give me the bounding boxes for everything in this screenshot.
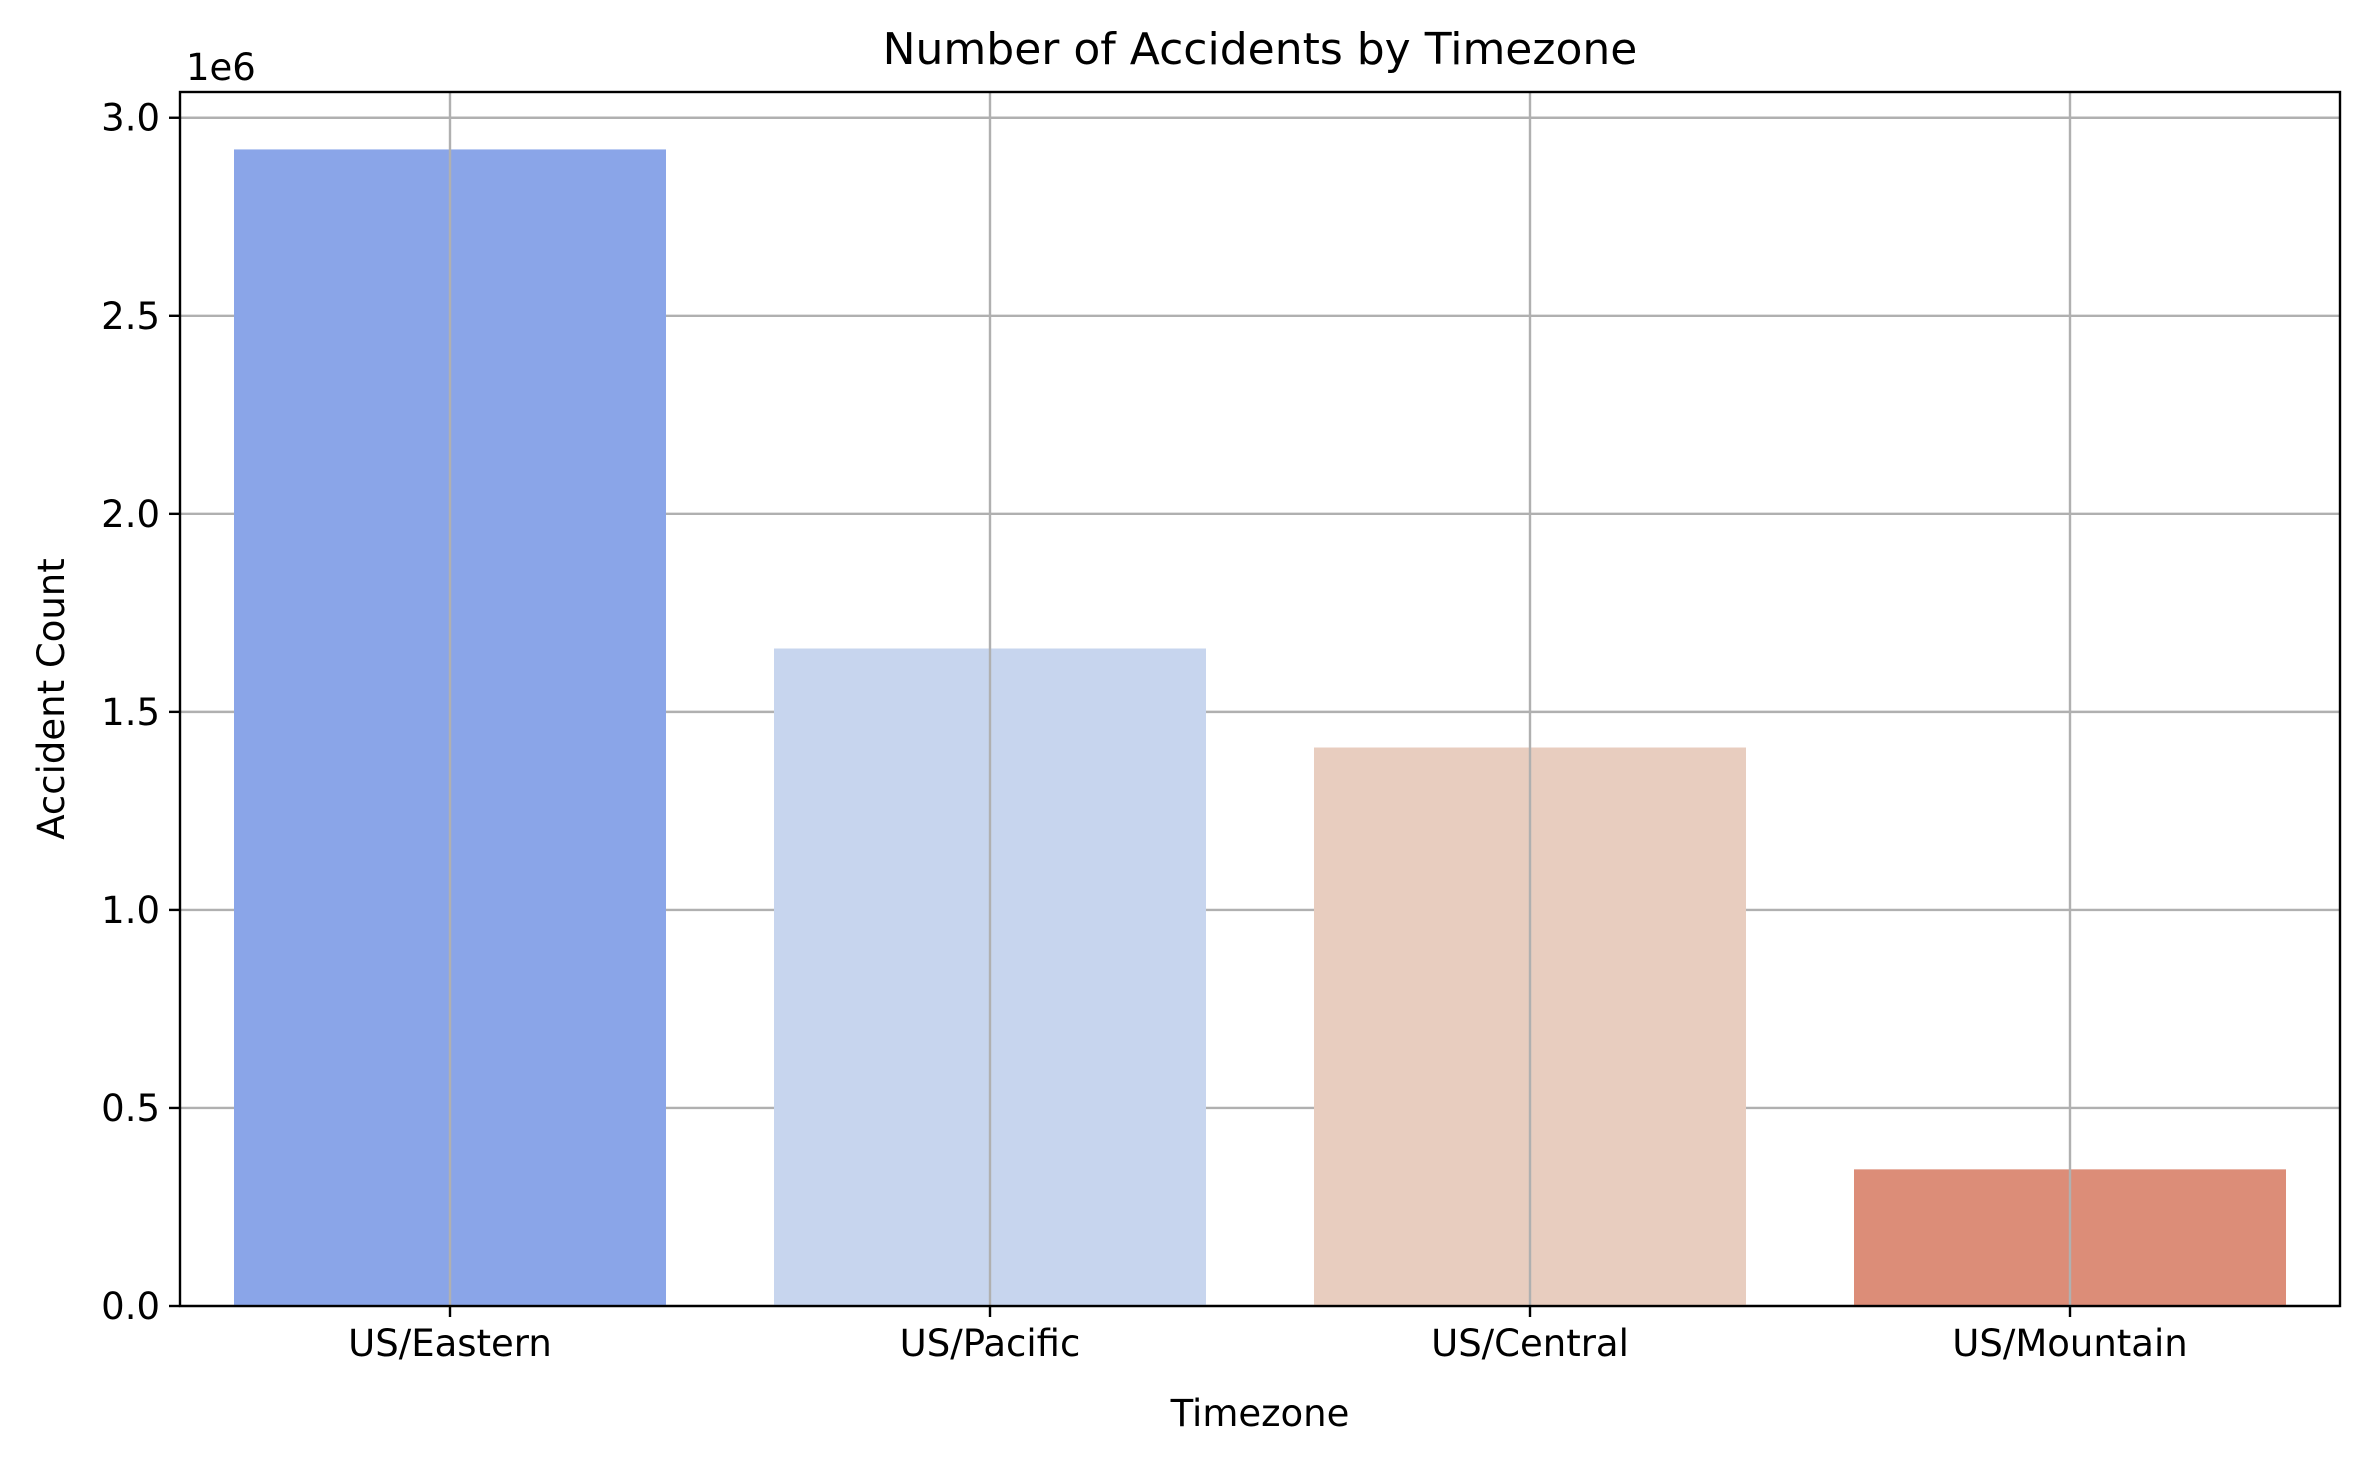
y-axis-label: Accident Count [30,558,73,839]
y-tick-label: 0.5 [101,1087,160,1130]
y-tick-label: 2.5 [101,295,160,338]
x-tick-label: US/Pacific [900,1322,1081,1365]
x-tick-label: US/Central [1431,1322,1629,1365]
y-axis-offset-label: 1e6 [186,46,256,89]
y-tick-label: 0.0 [101,1285,160,1328]
x-tick-label: US/Eastern [348,1322,552,1365]
x-axis-ticks: US/Eastern US/Pacific US/Central US/Mountai… [348,1306,2188,1365]
y-tick-label: 1.5 [101,691,160,734]
vertical-grid-lines [448,92,2072,1306]
x-axis-label: Timezone [1170,1392,1350,1435]
y-tick-label: 3.0 [101,97,160,140]
bars [234,149,2286,1307]
y-tick-label: 1.0 [101,889,160,932]
chart-title: Number of Accidents by Timezone [883,24,1638,75]
x-tick-label: US/Mountain [1952,1322,2187,1365]
y-tick-label: 2.0 [101,493,160,536]
plot-frame [178,90,2342,1308]
y-axis-ticks: 0.0 0.5 1.0 1.5 2.0 2.5 3.0 [101,97,180,1328]
